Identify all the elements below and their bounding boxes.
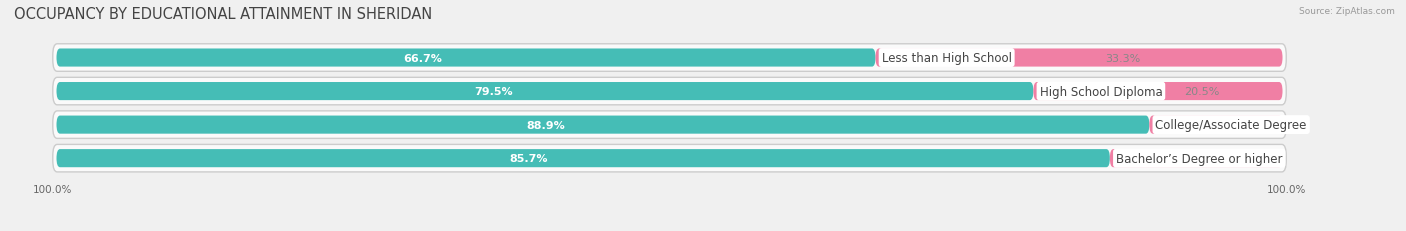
FancyBboxPatch shape [53,111,1286,139]
FancyBboxPatch shape [53,45,1286,72]
FancyBboxPatch shape [56,116,1149,134]
FancyBboxPatch shape [1109,149,1282,167]
Text: High School Diploma: High School Diploma [1039,85,1163,98]
Text: Source: ZipAtlas.com: Source: ZipAtlas.com [1299,7,1395,16]
Text: 66.7%: 66.7% [404,53,443,63]
Text: 85.7%: 85.7% [509,153,548,164]
Text: 33.3%: 33.3% [1105,53,1140,63]
FancyBboxPatch shape [56,83,1033,101]
Text: College/Associate Degree: College/Associate Degree [1156,119,1306,131]
Text: 20.5%: 20.5% [1184,87,1220,97]
Text: 11.1%: 11.1% [1243,120,1278,130]
Text: Bachelor’s Degree or higher: Bachelor’s Degree or higher [1116,152,1282,165]
Legend: Owner-occupied, Renter-occupied: Owner-occupied, Renter-occupied [581,228,832,231]
FancyBboxPatch shape [876,49,1282,67]
FancyBboxPatch shape [1033,83,1282,101]
Text: 88.9%: 88.9% [527,120,565,130]
FancyBboxPatch shape [56,49,876,67]
FancyBboxPatch shape [1149,116,1282,134]
Text: Less than High School: Less than High School [882,52,1012,65]
Text: 79.5%: 79.5% [475,87,513,97]
FancyBboxPatch shape [56,149,1109,167]
FancyBboxPatch shape [53,78,1286,105]
Text: OCCUPANCY BY EDUCATIONAL ATTAINMENT IN SHERIDAN: OCCUPANCY BY EDUCATIONAL ATTAINMENT IN S… [14,7,432,22]
Text: 14.3%: 14.3% [1223,153,1258,164]
FancyBboxPatch shape [53,145,1286,172]
